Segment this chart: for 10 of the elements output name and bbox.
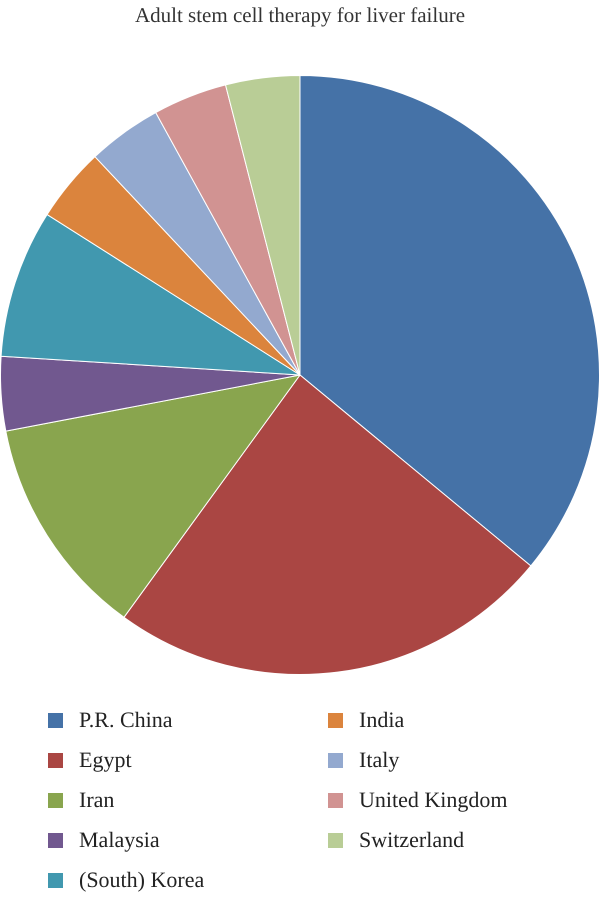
legend-label: Switzerland bbox=[359, 827, 464, 853]
legend-label: Italy bbox=[359, 747, 400, 773]
legend-label: P.R. China bbox=[79, 707, 173, 733]
legend-label: Malaysia bbox=[79, 827, 160, 853]
legend-label: Egypt bbox=[79, 747, 132, 773]
legend-label: United Kingdom bbox=[359, 787, 508, 813]
legend-label: Iran bbox=[79, 787, 114, 813]
legend-label: India bbox=[359, 707, 404, 733]
chart-title: Adult stem cell therapy for liver failure bbox=[134, 2, 466, 29]
legend-label: (South) Korea bbox=[79, 867, 204, 893]
